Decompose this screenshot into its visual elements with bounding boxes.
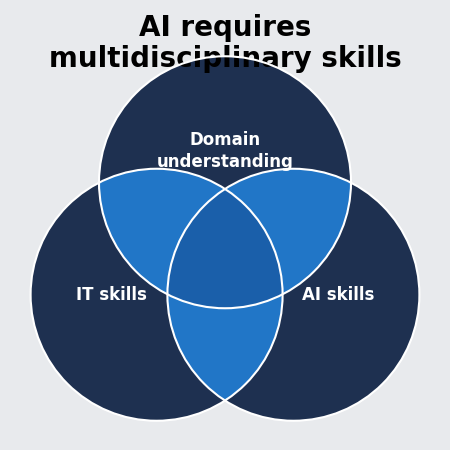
Circle shape [31,169,283,421]
Circle shape [99,56,351,308]
Text: AI skills: AI skills [302,286,374,304]
Text: Domain
understanding: Domain understanding [157,130,293,171]
Circle shape [167,169,419,421]
Circle shape [167,169,419,421]
Circle shape [31,169,283,421]
Circle shape [99,56,351,308]
Circle shape [99,56,351,308]
Circle shape [167,169,419,421]
Circle shape [31,169,283,421]
Text: AI requires
multidisciplinary skills: AI requires multidisciplinary skills [49,14,401,73]
Text: IT skills: IT skills [76,286,147,304]
PathPatch shape [167,189,283,308]
